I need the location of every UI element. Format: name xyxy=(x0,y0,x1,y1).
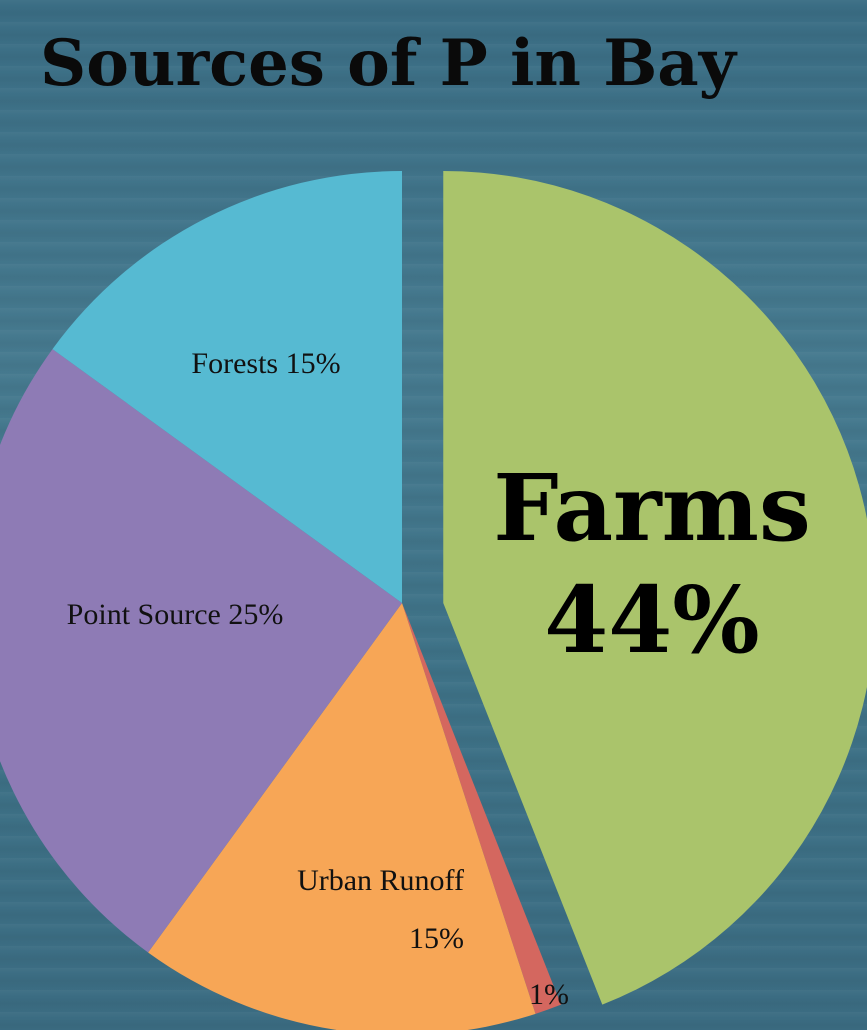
chart-title: Sources of P in Bay xyxy=(40,26,736,101)
pie-label-line: Forests 15% xyxy=(191,347,340,380)
pie-slices xyxy=(0,171,867,1030)
pie-label-point-source: Point Source 25% xyxy=(67,598,284,631)
pie-slice-urban-runoff xyxy=(148,603,536,1030)
pie-label-forests: Forests 15% xyxy=(191,347,340,380)
pie-slice-forests xyxy=(52,171,402,603)
pie-label-farms: Farms 44% xyxy=(493,454,811,674)
pie-labels: Farms 44% 1% Urban Runoff 15% Point Source 25… xyxy=(67,347,811,1011)
pie-slice-point-source xyxy=(0,349,402,953)
pie-label-line: Farms xyxy=(493,454,811,562)
pie-label-line: 15% xyxy=(409,922,464,955)
pie-label-slice-1: 1% xyxy=(529,978,569,1011)
pie-label-line: Urban Runoff xyxy=(297,864,464,897)
pie-label-line: 1% xyxy=(529,978,569,1011)
pie-label-line: 44% xyxy=(544,566,759,674)
pie-slice-farms xyxy=(443,171,867,1005)
pie-label-urban-runoff: Urban Runoff 15% xyxy=(297,864,464,955)
pie-label-line: Point Source 25% xyxy=(67,598,284,631)
pie-slice-slice-1 xyxy=(402,603,562,1014)
